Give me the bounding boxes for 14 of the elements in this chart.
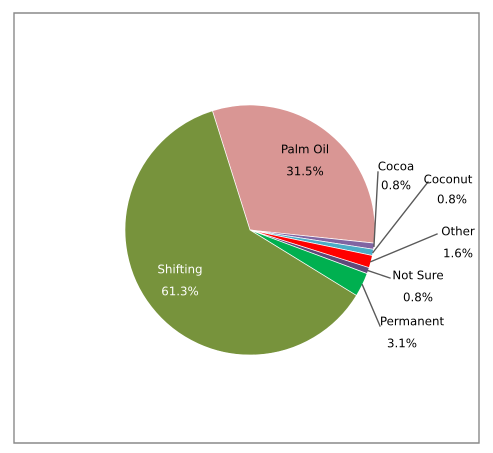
data-label: 3.1% xyxy=(388,338,416,348)
slice-label: Palm Oil xyxy=(282,144,328,154)
data-label: 31.5% xyxy=(287,166,324,176)
slice-label: Coconut xyxy=(424,174,472,184)
data-label: 0.8% xyxy=(438,194,466,204)
slice-label: Other xyxy=(442,226,475,236)
data-label: 1.6% xyxy=(444,248,472,258)
slice-label: Shifting xyxy=(158,264,202,276)
data-label: 0.8% xyxy=(382,180,410,190)
slice-label: Permanent xyxy=(381,316,444,326)
data-label: 61.3% xyxy=(162,286,198,296)
data-label: 0.8% xyxy=(404,292,432,302)
slice-label: Cocoa xyxy=(378,161,414,170)
slice-label: Not Sure xyxy=(394,270,444,280)
